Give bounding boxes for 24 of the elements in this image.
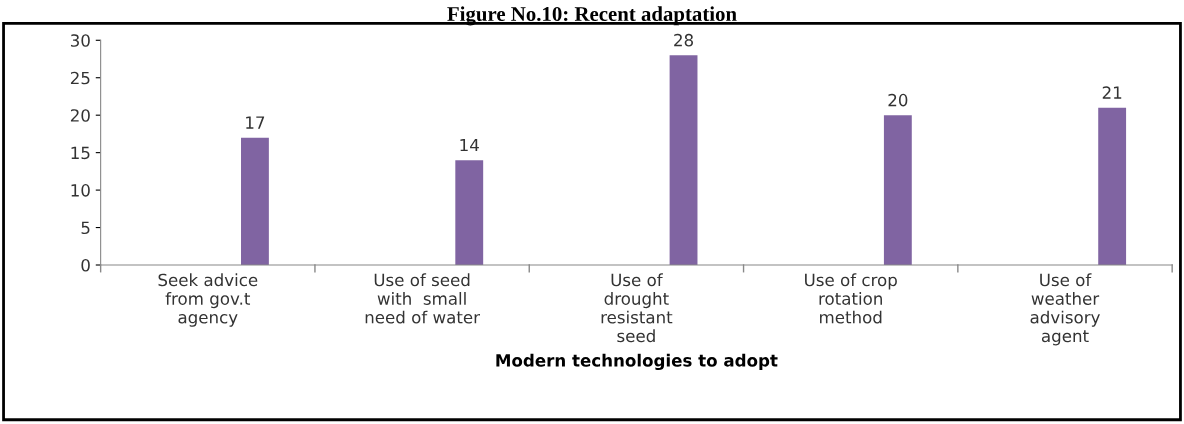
- data-label: 14: [460, 138, 479, 152]
- y-tick-label: 30: [70, 34, 90, 47]
- x-tick-label: Seek advice from gov.t agency: [158, 273, 258, 327]
- bar: [455, 160, 484, 265]
- x-tick-label: Use of crop rotation method: [805, 273, 897, 324]
- data-label: 17: [246, 116, 265, 129]
- bar: [883, 115, 912, 265]
- chart-title: Figure No.10: Recent adaptation: [447, 6, 737, 26]
- y-tick-label: 0: [81, 258, 90, 272]
- bar: [241, 137, 269, 265]
- y-tick-label: 15: [71, 146, 90, 160]
- x-axis-title: Modern technologies to adopt: [496, 353, 778, 371]
- data-label: 28: [674, 33, 694, 47]
- y-tick-label: 20: [70, 109, 90, 122]
- data-label: 20: [888, 93, 908, 107]
- x-tick-label: Use of weather advisory agent: [1030, 273, 1100, 346]
- y-tick-label: 25: [70, 71, 90, 85]
- x-tick-label: Use of seed with small need of water: [365, 273, 480, 324]
- data-label: 21: [1102, 86, 1122, 99]
- y-tick-label: 5: [81, 221, 90, 235]
- bar: [1098, 107, 1127, 265]
- bar: [669, 55, 698, 265]
- x-tick-label: Use of drought resistant seed: [601, 273, 673, 343]
- y-tick-label: 10: [71, 184, 90, 197]
